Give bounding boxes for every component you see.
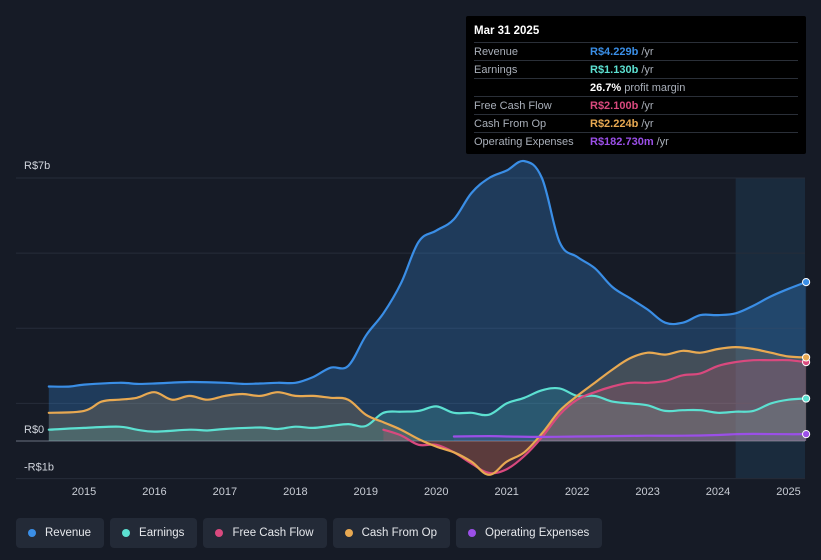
revenue-endpoint [802,278,811,287]
x-tick-label: 2020 [424,486,448,498]
cash-from-op-endpoint [802,353,811,362]
operating-expenses-endpoint [802,430,811,439]
tooltip-panel: Mar 31 2025 Revenue R$4.229b/yr Earnings R$… [466,16,806,154]
x-tick-label: 2016 [142,486,166,498]
series-lines [47,159,808,476]
tooltip-row: Operating Expenses R$182.730m/yr [474,132,798,150]
tooltip-row-unit: /yr [656,135,669,148]
tooltip-row-value: 26.7% [590,81,622,94]
x-tick-label: 2023 [635,486,659,498]
tooltip-row: Revenue R$4.229b/yr [474,42,798,60]
legend-item-revenue[interactable]: Revenue [16,518,105,548]
tooltip-row-unit: /yr [641,117,654,130]
tooltip-row-label: Free Cash Flow [474,99,552,112]
y-tick-label: R$7b [24,160,50,172]
tooltip-row: Earnings R$1.130b/yr [474,60,798,78]
legend: Revenue Earnings Free Cash Flow Cash From O… [16,518,603,548]
legend-item-operating-expenses[interactable]: Operating Expenses [456,518,603,548]
tooltip-row: Cash From Op R$2.224b/yr [474,114,798,132]
chart-canvas: R$7b R$0 -R$1b 2015 2016 2017 2018 2019 2020 202… [16,159,811,498]
cash-from-op-line [47,346,808,476]
tooltip-row-value: R$1.130b [590,63,639,76]
legend-label: Operating Expenses [485,527,590,539]
x-tick-label: 2025 [776,486,800,498]
tooltip-row: 26.7% profit margin [474,78,798,96]
tooltip-row-value: R$4.229b [590,45,639,58]
legend-dot-icon [122,529,131,537]
y-axis-labels: R$7b R$0 -R$1b [24,160,54,474]
tooltip-row: Free Cash Flow R$2.100b/yr [474,96,798,114]
y-tick-label: R$0 [24,424,44,436]
tooltip-row-value: R$182.730m [590,135,654,148]
legend-dot-icon [28,529,36,537]
legend-dot-icon [468,529,477,537]
x-tick-label: 2015 [72,486,96,498]
y-tick-label: -R$1b [24,462,54,474]
legend-dot-icon [215,529,224,537]
operating-expenses-line [452,432,808,438]
tooltip-date: Mar 31 2025 [474,25,540,37]
x-axis-labels: 2015 2016 2017 2018 2019 2020 2021 2022 2023 2024… [72,486,801,498]
earnings-line [47,386,808,433]
legend-item-earnings[interactable]: Earnings [110,518,198,548]
x-tick-label: 2021 [494,486,518,498]
tooltip-row-unit: /yr [641,63,654,76]
x-tick-label: 2019 [354,486,378,498]
tooltip-row-value: R$2.100b [590,99,639,112]
tooltip-row-unit: /yr [641,99,654,112]
revenue-line [47,159,808,388]
legend-item-free-cash-flow[interactable]: Free Cash Flow [203,518,327,548]
series-areas [48,160,807,475]
tooltip-row-label: Revenue [474,45,519,58]
tooltip-row-value: R$2.224b [590,117,639,130]
legend-item-cash-from-op[interactable]: Cash From Op [332,518,451,548]
legend-label: Earnings [139,527,185,539]
legend-label: Revenue [45,527,92,539]
x-tick-label: 2017 [213,486,237,498]
legend-label: Cash From Op [361,527,438,539]
tooltip-row-unit: /yr [641,45,654,58]
tooltip-row-label: Cash From Op [474,117,547,130]
x-tick-label: 2024 [706,486,730,498]
earnings-area [48,388,807,441]
revenue-area [48,160,807,441]
tooltip-row-label: Operating Expenses [474,135,574,148]
x-tick-label: 2018 [283,486,307,498]
cash-from-op-area [48,347,807,475]
free-cash-flow-area [383,360,807,474]
legend-dot-icon [344,529,353,537]
legend-label: Free Cash Flow [232,527,314,539]
tooltip-row-label: Earnings [474,63,518,76]
series-endpoints [802,278,811,439]
tooltip-row-unit: profit margin [624,81,686,94]
earnings-endpoint [802,394,811,403]
x-tick-label: 2022 [565,486,589,498]
